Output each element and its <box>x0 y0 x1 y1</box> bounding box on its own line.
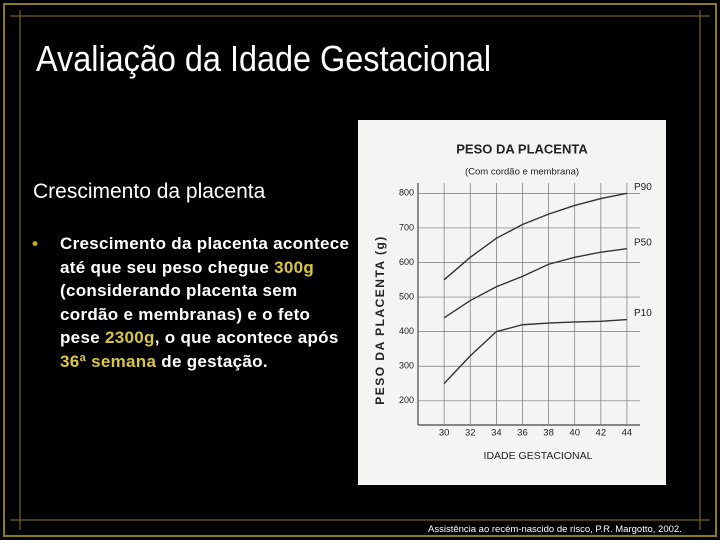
series-line <box>443 247 628 319</box>
series-label: P50 <box>634 237 652 248</box>
series-label: P10 <box>634 308 652 319</box>
footer: Assistência ao recém-nascido de risco, P… <box>428 524 682 535</box>
frame <box>3 3 717 537</box>
chart-title: PESO DA PLACENTA <box>456 141 588 156</box>
series-line <box>443 318 627 384</box>
bullet-text: Crescimento da placenta acontece até que… <box>60 232 352 373</box>
highlight: 36ª semana <box>60 351 157 371</box>
series-label: P90 <box>634 182 652 193</box>
text: , o que acontece após <box>154 328 344 347</box>
x-tick-label: 32 <box>465 428 476 439</box>
bullet-marker: • <box>32 234 39 253</box>
y-tick-label: 200 <box>399 395 414 405</box>
series-line <box>443 192 628 281</box>
text: Crescimento da placenta acontece até que… <box>60 234 355 277</box>
x-tick-label: 38 <box>543 428 554 439</box>
x-tick-label: 42 <box>596 428 607 439</box>
y-tick-label: 800 <box>399 188 414 198</box>
text: de gestação. <box>156 351 268 371</box>
chart-image <box>358 120 666 485</box>
x-axis-label: IDADE GESTACIONAL <box>484 450 593 462</box>
x-tick-label: 34 <box>491 428 502 439</box>
x-tick-label: 40 <box>569 428 580 439</box>
x-tick-label: 44 <box>622 428 633 439</box>
x-tick-label: 30 <box>439 428 450 439</box>
highlight: 2300g <box>104 328 155 347</box>
x-tick-label: 36 <box>517 428 528 439</box>
y-tick-label: 500 <box>399 291 414 301</box>
y-axis-label: PESO DA PLACENTA (g) <box>373 235 387 405</box>
chart-subtitle: (Com cordão e membrana) <box>465 167 579 178</box>
bullet: • Crescimento da placenta acontece até q… <box>32 232 352 373</box>
y-tick-label: 700 <box>399 222 414 232</box>
y-tick-label: 600 <box>399 257 414 267</box>
highlight: 300g <box>274 257 315 277</box>
section-heading: Crescimento da placenta <box>33 180 266 203</box>
y-tick-label: 300 <box>399 361 414 371</box>
slide-title: Avaliação da Idade Gestacional <box>36 38 492 79</box>
y-tick-label: 400 <box>399 326 414 336</box>
text: (considerando placenta sem cordão e memb… <box>60 257 320 347</box>
